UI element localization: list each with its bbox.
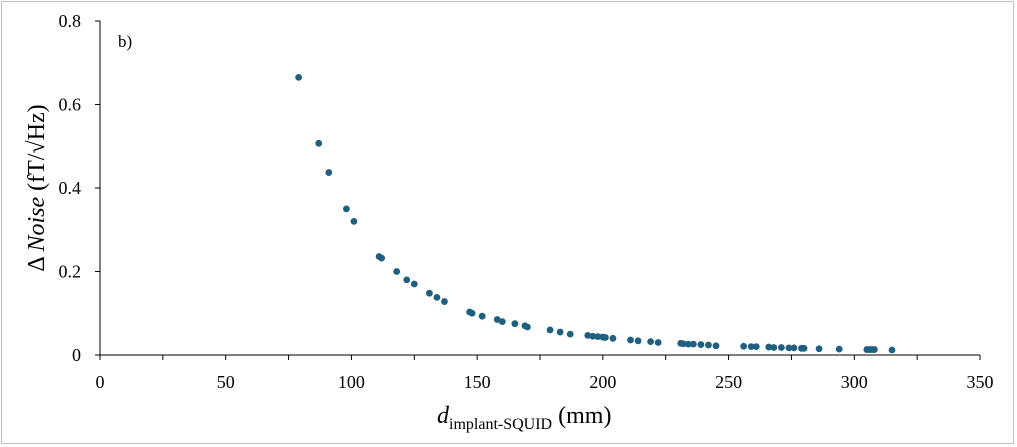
x-ticks: 0 50 100 150 200 250 300 350 <box>96 355 994 392</box>
data-point <box>765 343 773 351</box>
data-point <box>295 73 303 81</box>
data-point <box>378 254 385 262</box>
data-point <box>679 340 687 348</box>
panel-label: b) <box>118 32 132 51</box>
data-point <box>441 298 448 305</box>
data-point <box>654 339 662 346</box>
data-point <box>589 332 597 340</box>
x-tick-label: 350 <box>967 372 994 392</box>
y-axis-title: Δ Noise (fT/√Hz) <box>24 104 50 271</box>
data-point <box>815 345 823 353</box>
x-axis-title: dimplant-SQUID (mm) <box>437 403 611 433</box>
y-axis-title-italic: Noise <box>24 197 50 253</box>
data-point <box>468 309 476 317</box>
x-tick-label: 250 <box>715 372 742 392</box>
y-axis-title-prefix: Δ <box>24 252 50 272</box>
data-point <box>594 333 602 341</box>
data-point <box>888 346 896 354</box>
data-point <box>403 276 411 284</box>
x-tick-label: 0 <box>96 372 105 392</box>
data-point <box>343 205 350 213</box>
data-point <box>705 341 712 349</box>
data-point <box>556 328 564 336</box>
data-point <box>478 312 486 320</box>
y-tick-label: 0.2 <box>59 262 82 282</box>
axes <box>99 21 980 356</box>
data-point <box>689 340 697 348</box>
data-point <box>601 334 609 341</box>
data-point <box>647 338 655 346</box>
y-ticks: 0 0.2 0.4 0.6 0.8 <box>59 11 100 365</box>
data-point <box>609 334 617 342</box>
data-point <box>800 344 808 352</box>
data-point <box>325 169 333 176</box>
data-point <box>425 289 433 297</box>
data-point <box>712 342 720 350</box>
x-axis-title-unit: (mm) <box>552 403 611 429</box>
data-point <box>584 331 592 339</box>
x-tick-label: 300 <box>841 372 868 392</box>
data-point <box>634 337 642 345</box>
data-point <box>740 342 748 350</box>
data-point <box>566 330 574 338</box>
data-point <box>770 344 778 351</box>
y-tick-label: 0.8 <box>59 11 82 31</box>
x-tick-label: 200 <box>589 372 616 392</box>
x-tick-label: 100 <box>338 372 365 392</box>
y-axis-title-unit: (fT/√Hz) <box>24 104 50 196</box>
data-points <box>295 73 896 354</box>
data-point <box>790 344 798 352</box>
y-tick-label: 0.4 <box>59 178 82 198</box>
y-tick-label: 0.6 <box>59 95 82 115</box>
x-tick-label: 150 <box>464 372 491 392</box>
data-point <box>697 341 705 348</box>
data-point <box>315 139 323 147</box>
x-axis-title-main: d <box>437 403 450 429</box>
data-point <box>498 318 506 325</box>
data-point <box>747 343 755 351</box>
data-point <box>777 344 785 351</box>
data-point <box>871 346 878 353</box>
data-point <box>433 293 441 301</box>
data-point <box>627 336 634 344</box>
data-point <box>393 268 401 275</box>
x-tick-label: 50 <box>217 372 235 392</box>
data-point <box>524 323 531 331</box>
y-tick-label: 0 <box>72 345 81 365</box>
data-point <box>511 320 519 328</box>
data-point <box>410 280 418 288</box>
data-point <box>752 343 760 351</box>
data-point <box>350 218 358 225</box>
x-axis-title-subscript: implant-SQUID <box>449 416 552 433</box>
data-point <box>835 345 843 353</box>
data-point <box>684 340 692 348</box>
data-point <box>785 344 793 352</box>
data-point <box>546 326 554 334</box>
